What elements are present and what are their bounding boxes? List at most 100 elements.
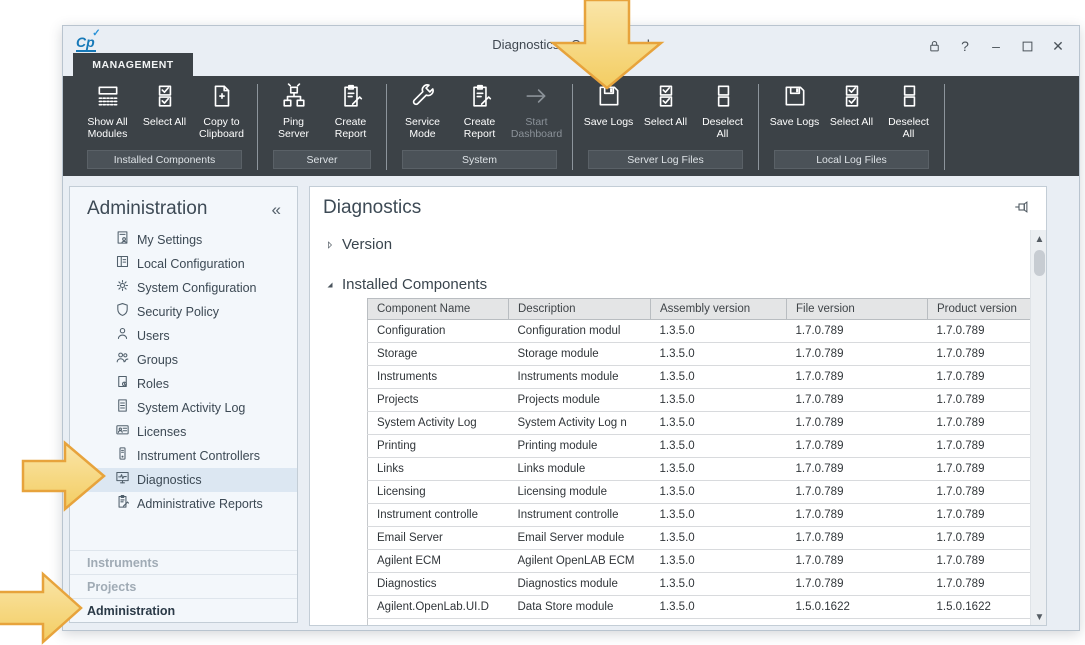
app-icon[interactable]: Cp ✓ — [76, 28, 101, 52]
installed-components-show-all-modules-button[interactable]: Show All Modules — [81, 83, 134, 146]
table-row[interactable]: Projects Projects module 1.3.5.0 1.7.0.789 1… — [367, 388, 1046, 412]
scrollbar-thumb[interactable] — [1034, 250, 1045, 276]
section-installed-components[interactable]: Installed Components — [324, 276, 487, 293]
sidebar-item-local-configuration[interactable]: Local Configuration — [70, 252, 297, 276]
sidebar-spacer — [70, 516, 297, 550]
table-cell: 1.7.0.789 — [786, 434, 928, 458]
table-row[interactable]: Email Server Email Server module 1.3.5.0 1.… — [367, 526, 1046, 550]
ribbon-button-label: Service Mode — [404, 116, 440, 140]
sidebar-item-my-settings[interactable]: My Settings — [70, 228, 297, 252]
minimize-icon[interactable]: – — [992, 38, 1000, 54]
table-cell: 1.3.5.0 — [650, 388, 787, 412]
table-cell: 1.3.5.0 — [650, 342, 787, 366]
table-cell: 1.3.5.0 — [650, 457, 787, 481]
table-cell: Printing module — [508, 434, 651, 458]
table-row[interactable]: System Activity Log System Activity Log n… — [367, 411, 1046, 435]
sidebar-item-groups[interactable]: Groups — [70, 348, 297, 372]
system-start-dashboard-button: Start Dashboard — [510, 83, 563, 146]
server-create-report-button[interactable]: Create Report — [324, 83, 377, 146]
sidebar-item-licenses[interactable]: Licenses — [70, 420, 297, 444]
ribbon-button-label: Show All Modules — [87, 116, 128, 140]
table-row[interactable]: Agilent ECM Agilent OpenLAB ECM 1.3.5.0 1.7… — [367, 549, 1046, 573]
section-version[interactable]: Version — [324, 236, 392, 253]
sidebar-item-diagnostics[interactable]: Diagnostics — [70, 468, 297, 492]
pin-icon[interactable] — [1013, 198, 1031, 216]
ribbon-group-installed-components: Show All Modules Select All Copy to Clipbo… — [77, 76, 252, 176]
table-row-partial — [367, 618, 1046, 625]
lock-icon[interactable] — [923, 35, 945, 57]
table-row[interactable]: Links Links module 1.3.5.0 1.7.0.789 1.7.0.7… — [367, 457, 1046, 481]
accordion-section-projects[interactable]: Projects — [70, 574, 297, 598]
column-header-product-version[interactable]: Product version — [927, 298, 1046, 320]
table-row[interactable]: Diagnostics Diagnostics module 1.3.5.0 1.7.… — [367, 572, 1046, 596]
table-cell — [367, 618, 509, 625]
table-row[interactable]: Instrument controlle Instrument controlle… — [367, 503, 1046, 527]
accordion-section-instruments[interactable]: Instruments — [70, 550, 297, 574]
tab-management[interactable]: MANAGEMENT — [73, 53, 193, 76]
table-cell: 1.7.0.789 — [786, 480, 928, 504]
local-log-files-select-all-button[interactable]: Select All — [825, 83, 878, 146]
sidebar-item-roles[interactable]: Roles — [70, 372, 297, 396]
ribbon-button-label: Start Dashboard — [510, 116, 563, 140]
server-log-files-save-logs-button[interactable]: Save Logs — [582, 83, 635, 146]
table-row[interactable]: Storage Storage module 1.3.5.0 1.7.0.789 1.7… — [367, 342, 1046, 366]
role-doc-icon — [115, 374, 137, 394]
system-service-mode-button[interactable]: Service Mode — [396, 83, 449, 146]
ribbon-group-divider — [386, 84, 387, 170]
table-cell: 1.7.0.789 — [786, 572, 928, 596]
table-cell: Instruments — [367, 365, 509, 389]
sidebar-item-users[interactable]: Users — [70, 324, 297, 348]
system-create-report-button[interactable]: Create Report — [453, 83, 506, 146]
table-cell: 1.7.0.789 — [927, 503, 1046, 527]
sidebar-item-security-policy[interactable]: Security Policy — [70, 300, 297, 324]
column-header-component-name[interactable]: Component Name — [367, 298, 509, 320]
local-log-files-deselect-all-button[interactable]: Deselect All — [882, 83, 935, 146]
table-cell: 1.7.0.789 — [927, 480, 1046, 504]
sidebar-item-instrument-controllers[interactable]: Instrument Controllers — [70, 444, 297, 468]
sidebar-item-system-activity-log[interactable]: System Activity Log — [70, 396, 297, 420]
local-log-files-save-logs-button[interactable]: Save Logs — [768, 83, 821, 146]
scroll-up-icon[interactable]: ▲ — [1034, 233, 1045, 245]
save-icon — [782, 83, 808, 117]
save-icon — [596, 83, 622, 117]
table-row[interactable]: Configuration Configuration modul 1.3.5.0 1… — [367, 319, 1046, 343]
expander-expanded-icon — [327, 282, 333, 287]
collapse-sidebar-icon[interactable]: « — [271, 200, 281, 219]
installed-components-select-all-button[interactable]: Select All — [138, 83, 191, 146]
sidebar-item-list: My Settings Local Configuration System Con… — [70, 228, 297, 516]
help-icon[interactable]: ? — [961, 38, 969, 54]
ribbon-group-divider — [572, 84, 573, 170]
ribbon-button-label: Create Report — [334, 116, 367, 140]
ribbon-button-label: Deselect All — [702, 116, 743, 140]
panel-icon — [115, 254, 137, 274]
column-header-description[interactable]: Description — [508, 298, 651, 320]
ribbon-button-label: Select All — [643, 116, 688, 128]
server-log-files-select-all-button[interactable]: Select All — [639, 83, 692, 146]
sidebar-item-label: Groups — [137, 353, 178, 367]
report-icon — [338, 83, 364, 117]
column-header-assembly-version[interactable]: Assembly version — [650, 298, 787, 320]
select-all-icon — [152, 83, 178, 117]
column-header-file-version[interactable]: File version — [786, 298, 928, 320]
server-log-files-deselect-all-button[interactable]: Deselect All — [696, 83, 749, 146]
close-icon[interactable]: ✕ — [1052, 37, 1064, 54]
ribbon-group-label-server-log-files: Server Log Files — [588, 150, 743, 169]
table-row[interactable]: Instruments Instruments module 1.3.5.0 1.7.… — [367, 365, 1046, 389]
table-row[interactable]: Printing Printing module 1.3.5.0 1.7.0.789 1… — [367, 434, 1046, 458]
table-cell: 1.5.0.1622 — [927, 595, 1046, 619]
sidebar-item-administrative-reports[interactable]: Administrative Reports — [70, 492, 297, 516]
table-cell: 1.3.5.0 — [650, 319, 787, 343]
maximize-icon[interactable] — [1016, 35, 1038, 57]
table-cell: 1.5.0.1622 — [786, 595, 928, 619]
table-cell — [650, 618, 787, 625]
accordion-section-administration[interactable]: Administration — [70, 598, 297, 622]
scroll-down-icon[interactable]: ▼ — [1034, 611, 1045, 623]
installed-components-copy-to-clipboard-button[interactable]: Copy to Clipboard — [195, 83, 248, 146]
table-row[interactable]: Licensing Licensing module 1.3.5.0 1.7.0.78… — [367, 480, 1046, 504]
table-cell — [508, 618, 651, 625]
table-row[interactable]: Agilent.OpenLab.UI.D Data Store module 1.3… — [367, 595, 1046, 619]
vertical-scrollbar[interactable]: ▲ ▼ — [1030, 230, 1046, 625]
sidebar-item-system-configuration[interactable]: System Configuration — [70, 276, 297, 300]
ribbon-button-row: Show All Modules Select All Copy to Clipbo… — [81, 76, 248, 146]
server-ping-server-button[interactable]: Ping Server — [267, 83, 320, 146]
